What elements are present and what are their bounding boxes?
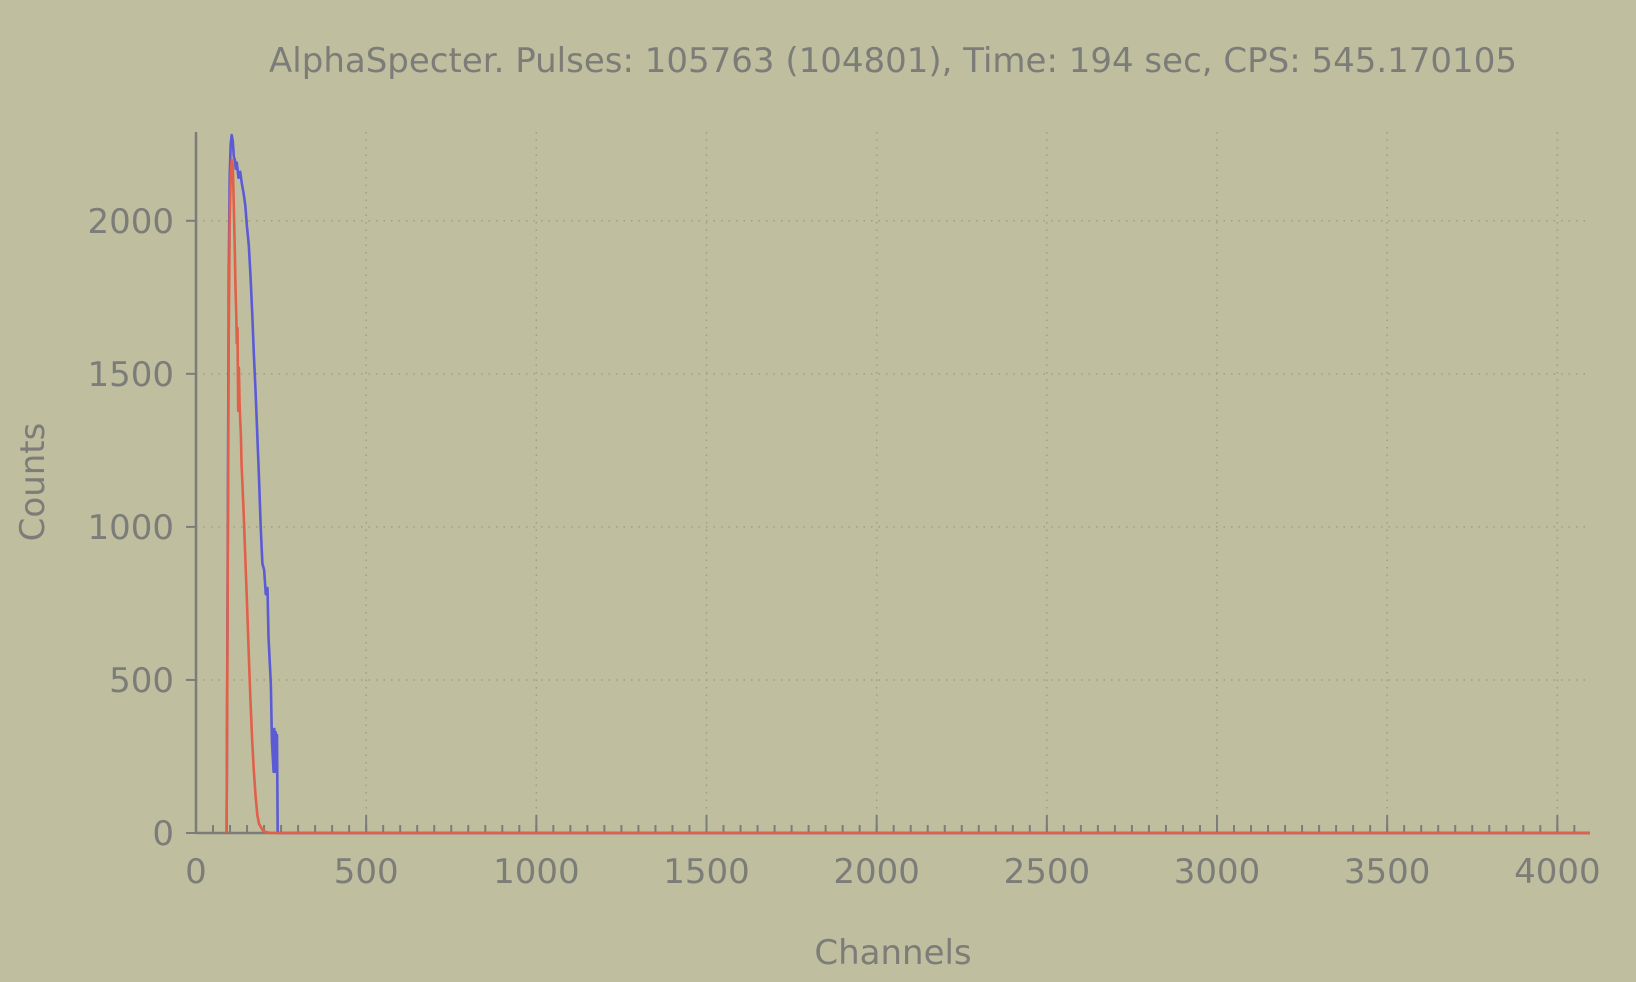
x-tick-label: 500 xyxy=(334,852,399,892)
x-tick-label: 2000 xyxy=(833,852,920,892)
x-tick-label: 1000 xyxy=(493,852,580,892)
x-tick-label: 3000 xyxy=(1174,852,1261,892)
x-tick-label: 3500 xyxy=(1344,852,1431,892)
series-line-1 xyxy=(225,133,1590,835)
x-tick-label: 0 xyxy=(185,852,207,892)
series-line-2 xyxy=(225,158,1590,835)
y-tick-label: 2000 xyxy=(87,202,174,242)
x-tick-label: 2500 xyxy=(1004,852,1091,892)
y-tick-label: 500 xyxy=(109,661,174,701)
series-layer xyxy=(225,133,1590,835)
axes: 0 500 1000 1500 2000 2500 3000 3500 4000 0 500 1000… xyxy=(87,132,1601,892)
x-tick-label: 1500 xyxy=(663,852,750,892)
chart-title: AlphaSpecter. Pulses: 105763 (104801), T… xyxy=(269,41,1517,81)
x-tick-label: 4000 xyxy=(1514,852,1601,892)
y-axis-title: Counts xyxy=(13,423,53,542)
y-tick-label: 1500 xyxy=(87,355,174,395)
x-axis-title: Channels xyxy=(814,933,971,973)
grid xyxy=(196,132,1590,833)
y-tick-label: 1000 xyxy=(87,508,174,548)
y-tick-label: 0 xyxy=(152,814,174,854)
